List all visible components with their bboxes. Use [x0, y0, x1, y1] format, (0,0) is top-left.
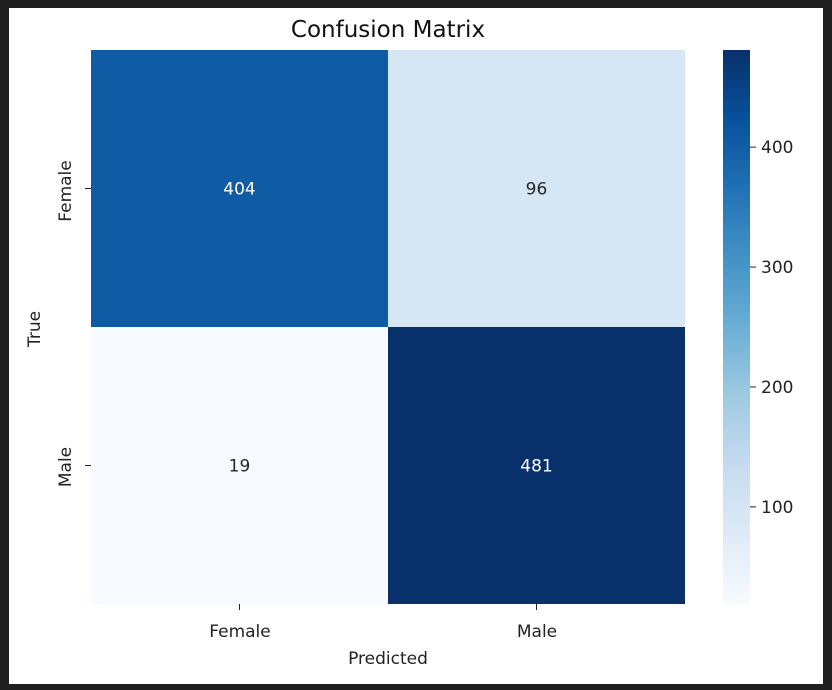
heatmap-cell: [91, 327, 388, 604]
colorbar-ticks: 100 200 300 400: [750, 138, 793, 518]
colorbar-tick-label: 400: [761, 138, 793, 158]
colorbar-tick-label: 100: [761, 498, 793, 518]
cell-value-label: 481: [520, 457, 552, 477]
cell-value-label: 404: [223, 180, 255, 200]
y-axis-label: True: [25, 311, 45, 348]
heatmap-cell: [388, 327, 685, 604]
cell-value-label: 96: [526, 180, 548, 200]
y-tick-label-female: Female: [56, 160, 76, 221]
chart-title: Confusion Matrix: [291, 17, 485, 43]
cell-value-label: 19: [229, 457, 251, 477]
heatmap-cell: [388, 50, 685, 327]
heatmap-cell: [91, 50, 388, 327]
x-axis-label: Predicted: [348, 649, 428, 669]
x-tick-label-female: Female: [209, 622, 270, 642]
heatmap-cells: 404 96 19 481: [85, 50, 685, 610]
colorbar-tick-label: 200: [761, 378, 793, 398]
colorbar-tick-label: 300: [761, 258, 793, 278]
figure-canvas: Confusion Matrix 404 96 19 481 Female Male …: [9, 8, 823, 684]
y-tick-label-male: Male: [56, 447, 76, 487]
colorbar: [723, 50, 750, 604]
x-tick-label-male: Male: [517, 622, 557, 642]
